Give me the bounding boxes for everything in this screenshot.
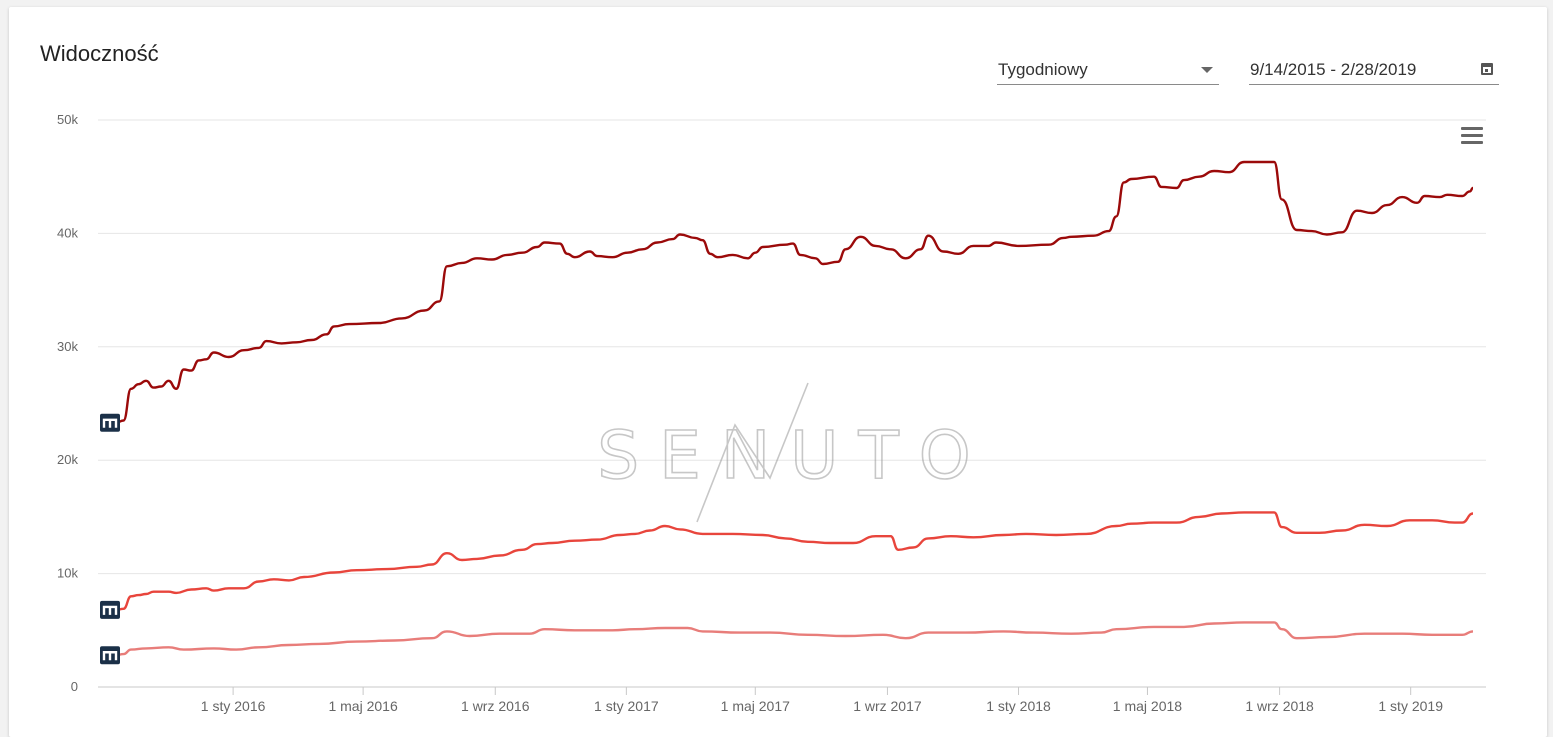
y-tick-label: 20k bbox=[57, 452, 78, 467]
m-logo-icon[interactable] bbox=[100, 600, 120, 619]
y-tick-label: 10k bbox=[57, 566, 78, 581]
x-tick-label: 1 sty 2019 bbox=[1378, 698, 1443, 714]
m-logo-icon[interactable] bbox=[100, 413, 120, 432]
interval-select[interactable]: Tygodniowy bbox=[997, 55, 1219, 85]
x-tick-label: 1 maj 2016 bbox=[328, 698, 397, 714]
senuto-watermark: SENUTO bbox=[596, 382, 991, 523]
x-tick-label: 1 sty 2018 bbox=[986, 698, 1051, 714]
hamburger-menu-icon[interactable] bbox=[1461, 127, 1483, 145]
calendar-icon[interactable] bbox=[1481, 63, 1493, 75]
watermark-zigzag bbox=[696, 382, 809, 523]
y-tick-label: 30k bbox=[57, 339, 78, 354]
x-tick-label: 1 maj 2018 bbox=[1113, 698, 1182, 714]
visibility-line-chart: SENUTO 0 10k 20k 30k 40k 50k 1 sty 2016 1 maj … bbox=[57, 112, 1486, 714]
x-tick-label: 1 sty 2016 bbox=[201, 698, 266, 714]
m-logo-icon[interactable] bbox=[100, 646, 120, 665]
series-line-1 bbox=[115, 160, 1474, 424]
series-line-2 bbox=[115, 511, 1474, 612]
date-range-input[interactable]: 9/14/2015 - 2/28/2019 bbox=[1249, 55, 1499, 85]
date-range-value: 9/14/2015 - 2/28/2019 bbox=[1250, 60, 1417, 79]
y-tick-label: 40k bbox=[57, 225, 78, 240]
visibility-card bbox=[9, 7, 1547, 737]
series-line-3 bbox=[115, 621, 1474, 657]
y-tick-label: 0 bbox=[71, 679, 78, 694]
x-tick-label: 1 wrz 2017 bbox=[853, 698, 922, 714]
chevron-down-icon bbox=[1201, 67, 1213, 73]
x-tick-label: 1 wrz 2016 bbox=[461, 698, 530, 714]
page-title: Widoczność bbox=[40, 41, 159, 66]
interval-select-value: Tygodniowy bbox=[998, 60, 1088, 79]
y-tick-label: 50k bbox=[57, 112, 78, 127]
x-tick-label: 1 maj 2017 bbox=[721, 698, 790, 714]
x-tick-label: 1 wrz 2018 bbox=[1245, 698, 1314, 714]
x-tick-label: 1 sty 2017 bbox=[594, 698, 659, 714]
watermark-text: SENUTO bbox=[597, 417, 991, 494]
